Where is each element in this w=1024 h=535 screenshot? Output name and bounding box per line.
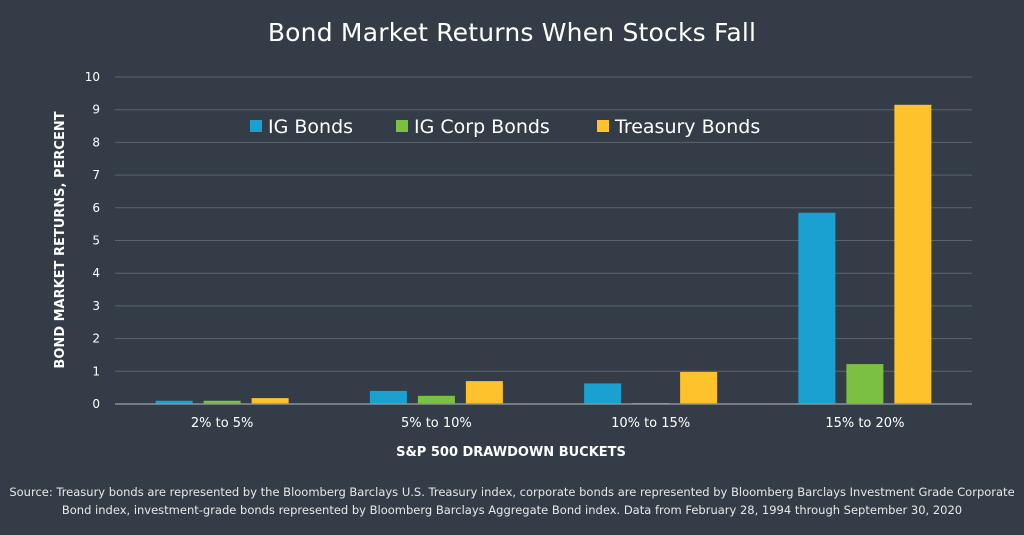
x-tick-label: 10% to 15%	[611, 416, 690, 431]
bar	[417, 395, 455, 404]
source-line-1: Source: Treasury bonds are represented b…	[9, 485, 1015, 499]
legend-swatch	[250, 120, 262, 132]
x-tick-label: 2% to 5%	[191, 416, 254, 431]
legend-label: IG Bonds	[268, 116, 353, 138]
y-tick-label: 2	[92, 332, 100, 346]
x-axis-title: S&P 500 DRAWDOWN BUCKETS	[396, 445, 626, 460]
y-tick-label: 0	[92, 397, 100, 411]
y-tick-label: 7	[92, 168, 100, 182]
y-tick-label: 4	[92, 266, 100, 280]
legend-label: IG Corp Bonds	[414, 116, 550, 138]
y-tick-label: 9	[92, 103, 100, 117]
bar	[584, 383, 622, 404]
chart-title: Bond Market Returns When Stocks Fall	[267, 18, 757, 47]
source-note: Source: Treasury bonds are represented b…	[0, 483, 1024, 519]
y-tick-label: 8	[92, 135, 100, 149]
bar	[798, 212, 836, 404]
x-tick-label: 5% to 10%	[401, 416, 472, 431]
bar	[369, 390, 407, 404]
bar	[846, 364, 884, 404]
y-tick-label: 10	[85, 70, 100, 84]
bar	[894, 104, 932, 405]
bar	[465, 381, 503, 404]
bar	[680, 371, 718, 404]
y-axis-title: BOND MARKET RETURNS, PERCENT	[53, 111, 68, 368]
x-tick-label: 15% to 20%	[825, 416, 904, 431]
bar	[155, 400, 193, 404]
legend-label: Treasury Bonds	[614, 116, 760, 138]
y-tick-label: 3	[92, 299, 100, 313]
legend-swatch	[597, 120, 609, 132]
bar	[203, 400, 241, 404]
bar-chart: 0 1 2 3 4 5 6 7 8 9 10 2% to 5% 5% to 10% 10% to 15% 1…	[53, 70, 972, 460]
bar	[251, 398, 289, 404]
y-tick-label: 5	[92, 234, 100, 248]
legend-swatch	[396, 120, 408, 132]
y-tick-label: 6	[92, 201, 100, 215]
y-tick-label: 1	[92, 364, 100, 378]
source-line-2: Bond index, investment-grade bonds repre…	[61, 503, 963, 517]
